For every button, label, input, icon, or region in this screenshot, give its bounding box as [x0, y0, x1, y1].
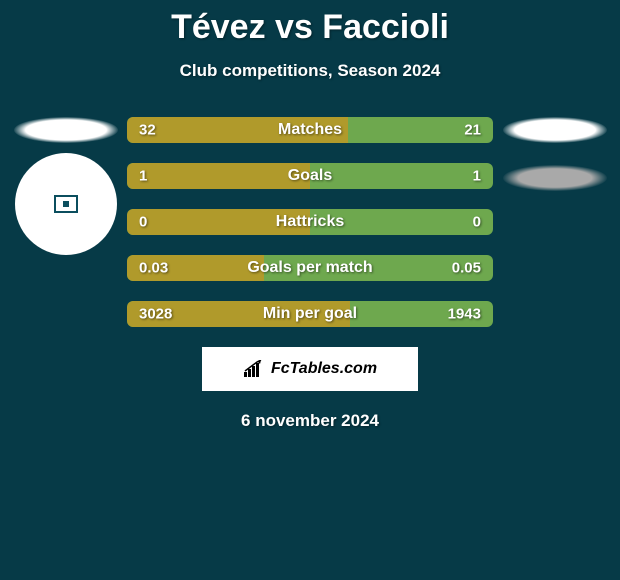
stat-right-value: 0 [473, 214, 481, 231]
stat-bar-goals-per-match: 0.03 Goals per match 0.05 [127, 255, 493, 281]
player-left-column [8, 117, 123, 255]
stat-label: Matches [278, 121, 342, 139]
brand-text: FcTables.com [271, 360, 377, 378]
stat-left-value: 0 [139, 214, 147, 231]
stat-bar-left-fill [127, 163, 310, 189]
stat-bar-hattricks: 0 Hattricks 0 [127, 209, 493, 235]
stats-bars: 32 Matches 21 1 Goals 1 0 Hattricks 0 0.… [123, 117, 497, 327]
stat-right-value: 0.05 [452, 260, 481, 277]
placeholder-dot [63, 201, 69, 207]
stat-bar-matches: 32 Matches 21 [127, 117, 493, 143]
comparison-title: Tévez vs Faccioli [0, 0, 620, 47]
player-left-avatar [15, 153, 117, 255]
stat-bar-min-per-goal: 3028 Min per goal 1943 [127, 301, 493, 327]
stat-left-value: 3028 [139, 306, 172, 323]
placeholder-icon [54, 195, 78, 213]
stat-label: Min per goal [263, 305, 357, 323]
stat-bar-goals: 1 Goals 1 [127, 163, 493, 189]
player-right-column [497, 117, 612, 191]
chart-icon [243, 360, 265, 378]
stat-left-value: 32 [139, 122, 156, 139]
comparison-date: 6 november 2024 [0, 411, 620, 431]
stat-label: Hattricks [276, 213, 344, 231]
stat-left-value: 0.03 [139, 260, 168, 277]
stat-label: Goals [288, 167, 332, 185]
player-right-ellipse-2 [503, 165, 607, 191]
player-right-ellipse-1 [503, 117, 607, 143]
comparison-subtitle: Club competitions, Season 2024 [0, 61, 620, 81]
stat-label: Goals per match [247, 259, 372, 277]
comparison-content: 32 Matches 21 1 Goals 1 0 Hattricks 0 0.… [0, 117, 620, 327]
stat-left-value: 1 [139, 168, 147, 185]
player-left-ellipse [14, 117, 118, 143]
brand-badge[interactable]: FcTables.com [202, 347, 418, 391]
stat-right-value: 21 [464, 122, 481, 139]
stat-right-value: 1943 [448, 306, 481, 323]
stat-right-value: 1 [473, 168, 481, 185]
